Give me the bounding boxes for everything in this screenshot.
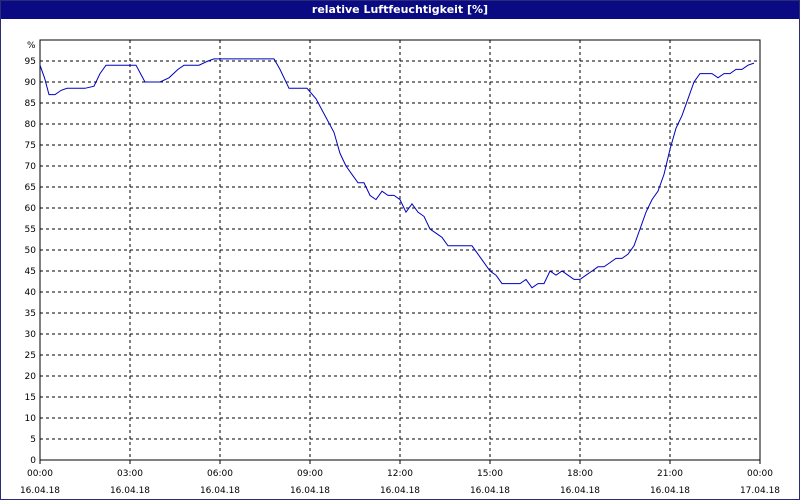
x-tick-time-label: 06:00 (207, 469, 233, 479)
x-tick-date-label: 16.04.18 (290, 486, 330, 496)
chart-title: relative Luftfeuchtigkeit [%] (1, 1, 799, 19)
x-axis: 00:00 16.04.18 03:00 16.04.18 06:00 16.04.18 0… (20, 460, 780, 496)
x-tick-date-label: 16.04.18 (380, 486, 420, 496)
y-tick-label: 80 (25, 120, 37, 130)
y-axis: 0 5 10 15 20 25 30 35 40 45 50 55 60 65 70 75 80 85 90 95 (25, 57, 37, 466)
y-tick-label: 75 (25, 141, 36, 151)
y-tick-label: 40 (25, 288, 37, 298)
y-tick-label: 95 (25, 57, 36, 67)
grid-lines (40, 40, 760, 460)
x-tick-time-label: 15:00 (477, 469, 503, 479)
x-tick-time-label: 21:00 (657, 469, 683, 479)
y-tick-label: 5 (30, 435, 36, 445)
x-tick-date-label: 16.04.18 (470, 486, 510, 496)
y-tick-label: 20 (25, 372, 37, 382)
y-tick-label: 25 (25, 351, 36, 361)
x-tick-date-label: 16.04.18 (650, 486, 690, 496)
y-tick-label: 0 (30, 456, 36, 466)
x-tick-time-label: 00:00 (27, 469, 53, 479)
x-tick-date-label: 16.04.18 (110, 486, 150, 496)
y-tick-label: 45 (25, 267, 36, 277)
y-axis-label: % (27, 41, 36, 51)
y-tick-label: 85 (25, 99, 36, 109)
x-tick-date-label: 17.04.18 (740, 486, 780, 496)
x-tick-time-label: 12:00 (387, 469, 413, 479)
y-tick-label: 70 (25, 162, 37, 172)
y-tick-label: 15 (25, 393, 36, 403)
y-tick-label: 10 (25, 414, 37, 424)
x-tick-date-label: 16.04.18 (20, 486, 60, 496)
x-tick-date-label: 16.04.18 (200, 486, 240, 496)
y-tick-label: 65 (25, 183, 36, 193)
y-tick-label: 30 (25, 330, 37, 340)
x-tick-time-label: 00:00 (747, 469, 773, 479)
y-tick-label: 35 (25, 309, 36, 319)
x-tick-date-label: 16.04.18 (560, 486, 600, 496)
y-tick-label: 60 (25, 204, 37, 214)
y-tick-label: 55 (25, 225, 36, 235)
y-tick-label: 50 (25, 246, 37, 256)
x-tick-time-label: 09:00 (297, 469, 323, 479)
y-tick-label: 90 (25, 78, 37, 88)
x-tick-time-label: 18:00 (567, 469, 593, 479)
humidity-series-line (39, 58, 755, 289)
x-tick-time-label: 03:00 (117, 469, 143, 479)
